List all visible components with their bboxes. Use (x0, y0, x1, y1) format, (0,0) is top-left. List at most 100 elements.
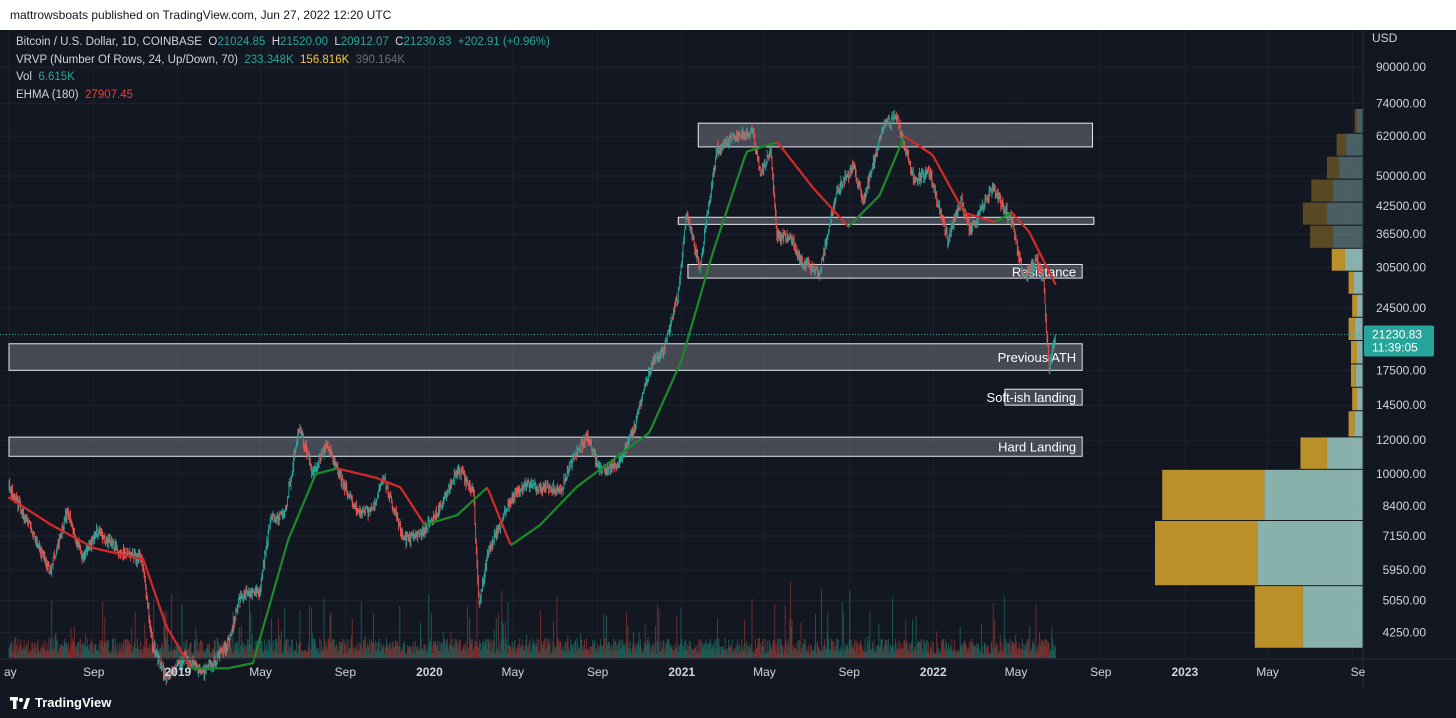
vrvp-up-bar (1350, 341, 1357, 364)
ehma-segment (264, 611, 269, 621)
time-tick-label: May (1005, 665, 1028, 679)
legend-vrvp-down: 156.816K (300, 53, 350, 66)
ehma-segment (710, 247, 716, 257)
chart-legend: Bitcoin / U.S. Dollar, 1D, COINBASE O210… (16, 34, 550, 104)
ehma-segment (708, 254, 714, 264)
zone-box (697, 122, 1094, 148)
time-tick-label: Se (1351, 665, 1366, 679)
time-tick-label: ay (4, 665, 17, 679)
ehma-segment (700, 282, 705, 293)
vrvp-up-bar (1300, 437, 1327, 469)
ehma-segment (282, 546, 288, 556)
ehma-segment (694, 304, 699, 314)
ehma-segment (681, 347, 687, 357)
ehma-segment (270, 589, 275, 599)
vrvp-down-bar (1354, 317, 1363, 341)
vrvp-down-bar (1257, 521, 1363, 586)
legend-vol-value: 6.615K (38, 71, 75, 83)
ehma-segment (692, 311, 697, 321)
chart-area[interactable]: Resistance Previous ATH Soft-ish landing Ha… (0, 30, 1456, 688)
volume-bars (8, 581, 1056, 658)
time-tick-label: 2021 (668, 665, 695, 679)
vrvp-down-bar (1302, 586, 1363, 648)
legend-open: 21024.85 (217, 36, 266, 48)
time-tick-label: May (502, 665, 525, 679)
time-tick-label: May (1256, 665, 1279, 679)
ehma-segment (706, 261, 712, 271)
legend-low: 20912.07 (340, 36, 389, 48)
tradingview-logo: TradingView (10, 695, 111, 710)
ehma-segment (280, 553, 286, 563)
vrvp-up-bar (1352, 294, 1357, 317)
vrvp-down-bar (1356, 387, 1363, 411)
legend-vol-label: Vol (16, 71, 32, 83)
price-tick-label: 42500.00 (1376, 199, 1426, 213)
countdown-value: 11:39:05 (1372, 341, 1418, 355)
ehma-segment (260, 625, 265, 636)
price-tick-label: 30500.00 (1376, 260, 1426, 274)
footer: TradingView (0, 688, 1456, 718)
time-tick-label: May (753, 665, 776, 679)
vrvp-up-bar (1352, 387, 1357, 411)
vrvp-down-bar (1332, 179, 1363, 202)
ehma-segment (686, 332, 691, 343)
vrvp-down-bar (1356, 108, 1363, 133)
ehma-segment (696, 297, 701, 307)
legend-l-label: L (334, 36, 341, 48)
price-tick-label: 4250.00 (1383, 625, 1427, 639)
legend-h-label: H (271, 36, 280, 48)
price-tick-label: 5050.00 (1383, 593, 1427, 607)
vrvp-down-bar (1356, 294, 1363, 317)
current-price-badge (1364, 325, 1434, 357)
ehma-segment (690, 318, 695, 328)
legend-vrvp-label: VRVP (Number Of Rows, 24, Up/Down, 70) (16, 53, 238, 66)
time-axis: ay Sep 2019 May Sep 2020 May Sep 2021 May Sep 2022 M… (4, 665, 1366, 679)
vrvp-up-bar (1311, 179, 1333, 202)
price-tick-label: 12000.00 (1376, 433, 1426, 447)
price-tick-label: 10000.00 (1376, 467, 1426, 481)
time-tick-label: Sep (335, 665, 357, 679)
zone-label: Soft-ish landing (987, 390, 1077, 405)
ehma-segment (268, 596, 273, 607)
ehma-segment (266, 604, 271, 614)
legend-ehma-label: EHMA (180) (16, 88, 79, 101)
vrvp-up-bar (1336, 133, 1347, 156)
ehma-series (7, 135, 1057, 670)
vrvp-up-bar (1348, 317, 1355, 341)
legend-close: 21230.83 (403, 36, 452, 48)
time-tick-label: Sep (1090, 665, 1112, 679)
vrvp-down-bar (1332, 225, 1363, 248)
ehma-segment (284, 538, 290, 549)
legend-symbol: Bitcoin / U.S. Dollar, 1D, COINBASE (16, 36, 202, 48)
vrvp-down-bar (1356, 341, 1363, 364)
ehma-segment (704, 268, 710, 278)
vrvp-down-bar (1264, 469, 1363, 521)
price-tick-label: 90000.00 (1376, 60, 1426, 74)
ehma-segment (684, 339, 689, 350)
ehma-segment (688, 325, 693, 335)
vrvp-down-bar (1326, 437, 1363, 469)
ehma-segment (679, 354, 685, 363)
time-tick-label: 2022 (920, 665, 947, 679)
vrvp-up-bar (1354, 108, 1357, 133)
time-tick-label: May (249, 665, 272, 679)
ehma-segment (698, 289, 703, 300)
price-tick-label: 17500.00 (1376, 363, 1426, 377)
legend-change: +202.91 (+0.96%) (457, 36, 550, 48)
time-tick-label: Sep (83, 665, 105, 679)
legend-c-label: C (395, 36, 404, 48)
published-header: mattrowsboats published on TradingView.c… (0, 0, 1456, 30)
vrvp-down-bar (1326, 202, 1363, 225)
vrvp-up-bar (1155, 521, 1258, 586)
vrvp-down-bar (1338, 156, 1363, 179)
zone-box (8, 436, 1083, 457)
price-tick-label: 8400.00 (1383, 499, 1427, 513)
vrvp-up-bar (1162, 469, 1265, 521)
zone-label: Hard Landing (998, 440, 1076, 455)
legend-o-label: O (208, 36, 218, 48)
vrvp-up-bar (1254, 586, 1303, 648)
vrvp-down-bar (1346, 133, 1363, 156)
vrvp-up-bar (1302, 202, 1327, 225)
